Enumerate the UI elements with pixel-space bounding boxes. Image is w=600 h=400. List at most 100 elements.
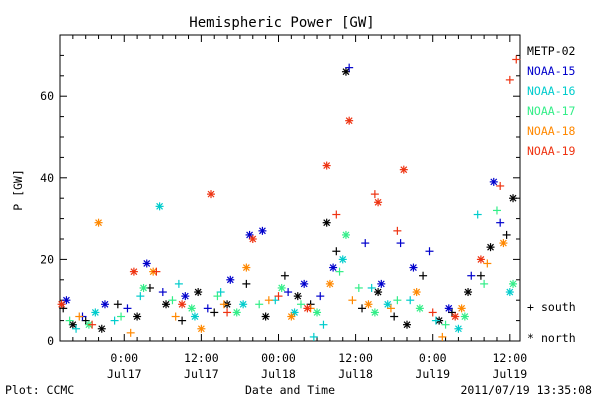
data-point-north xyxy=(451,312,460,321)
data-point-north xyxy=(155,202,164,211)
x-tick-label-date: Jul18 xyxy=(338,367,373,381)
data-point-north xyxy=(486,243,495,252)
data-point-south xyxy=(316,292,325,301)
x-tick-label-date: Jul17 xyxy=(184,367,219,381)
legend-entry-metp-02: METP-02 xyxy=(527,44,575,58)
marker-key-south: + south xyxy=(527,300,576,314)
data-point-north xyxy=(499,239,508,248)
data-point-south xyxy=(178,316,187,325)
data-point-north xyxy=(322,218,331,227)
data-point-north xyxy=(91,308,100,317)
x-tick-label-time: 12:00 xyxy=(184,351,219,365)
data-point-north xyxy=(187,304,196,313)
data-point-north xyxy=(412,288,421,297)
data-point-south xyxy=(219,300,228,309)
data-point-south xyxy=(393,226,402,235)
data-point-north xyxy=(226,275,235,284)
data-point-south xyxy=(168,296,177,305)
data-point-north xyxy=(100,300,109,309)
data-point-north xyxy=(94,218,103,227)
data-point-north xyxy=(325,279,334,288)
data-point-north xyxy=(207,190,216,199)
data-point-south xyxy=(419,271,428,280)
data-point-south xyxy=(406,296,415,305)
data-point-north xyxy=(374,288,383,297)
data-point-north xyxy=(460,312,469,321)
data-point-south xyxy=(396,239,405,248)
data-point-north xyxy=(190,312,199,321)
data-point-north xyxy=(345,116,354,125)
data-point-north xyxy=(370,308,379,317)
data-point-south xyxy=(88,320,97,329)
data-point-north xyxy=(457,304,466,313)
plot-frame xyxy=(59,34,521,342)
data-point-south xyxy=(496,181,505,190)
x-tick-label-time: 12:00 xyxy=(493,351,528,365)
x-tick-label-date: Jul19 xyxy=(415,367,450,381)
data-point-south xyxy=(72,324,81,333)
data-point-north xyxy=(322,161,331,170)
legend-entry-noaa-17: NOAA-17 xyxy=(527,104,576,118)
data-point-north xyxy=(303,304,312,313)
data-point-north xyxy=(329,263,338,272)
data-point-south xyxy=(505,75,514,84)
data-point-south xyxy=(216,288,225,297)
data-point-south xyxy=(255,300,264,309)
y-tick-label: 40 xyxy=(40,171,54,185)
data-point-south xyxy=(467,271,476,280)
data-point-north xyxy=(139,283,148,292)
data-point-south xyxy=(386,304,395,313)
data-point-south xyxy=(274,292,283,301)
data-point-north xyxy=(261,312,270,321)
data-point-south xyxy=(171,312,180,321)
data-point-south xyxy=(425,247,434,256)
data-point-north xyxy=(476,255,485,264)
plot-credit: Plot: CCMC xyxy=(5,383,74,397)
data-point-south xyxy=(242,279,251,288)
data-point-south xyxy=(512,55,521,64)
data-point-south xyxy=(390,312,399,321)
data-point-south xyxy=(136,292,145,301)
data-point-south xyxy=(431,316,440,325)
data-point-south xyxy=(309,332,318,341)
data-point-south xyxy=(370,190,379,199)
legend-entry-noaa-15: NOAA-15 xyxy=(527,64,575,78)
data-point-south xyxy=(203,304,212,313)
data-point-north xyxy=(505,288,514,297)
data-point-north xyxy=(403,320,412,329)
data-point-north xyxy=(300,279,309,288)
data-point-south xyxy=(123,304,132,313)
y-tick-label: 20 xyxy=(40,252,54,266)
data-point-north xyxy=(464,288,473,297)
plot-timestamp: 2011/07/19 13:35:08 xyxy=(460,383,592,397)
data-point-south xyxy=(361,239,370,248)
data-point-north xyxy=(338,255,347,264)
legend-entry-noaa-16: NOAA-16 xyxy=(527,84,576,98)
data-point-south xyxy=(158,288,167,297)
data-point-south xyxy=(332,210,341,219)
data-point-north xyxy=(377,279,386,288)
data-point-south xyxy=(441,320,450,329)
data-point-south xyxy=(358,304,367,313)
data-point-north xyxy=(313,308,322,317)
data-point-south xyxy=(213,292,222,301)
data-point-south xyxy=(126,328,135,337)
data-point-north xyxy=(248,235,257,243)
data-point-north xyxy=(364,300,373,309)
series-metp-02 xyxy=(59,67,518,333)
series-noaa-18 xyxy=(75,218,508,341)
data-point-south xyxy=(483,259,492,268)
data-point-south xyxy=(492,206,501,215)
data-point-south xyxy=(354,283,363,292)
data-point-north xyxy=(341,230,350,239)
x-tick-label-date: Jul18 xyxy=(261,367,296,381)
series-noaa-15 xyxy=(62,63,505,321)
south-marker-label: south xyxy=(541,300,576,314)
data-point-south xyxy=(223,308,232,317)
data-point-south xyxy=(438,332,447,341)
data-point-south xyxy=(152,267,161,276)
data-point-south xyxy=(113,300,122,309)
data-point-south xyxy=(319,320,328,329)
north-marker-label: north xyxy=(541,331,576,345)
